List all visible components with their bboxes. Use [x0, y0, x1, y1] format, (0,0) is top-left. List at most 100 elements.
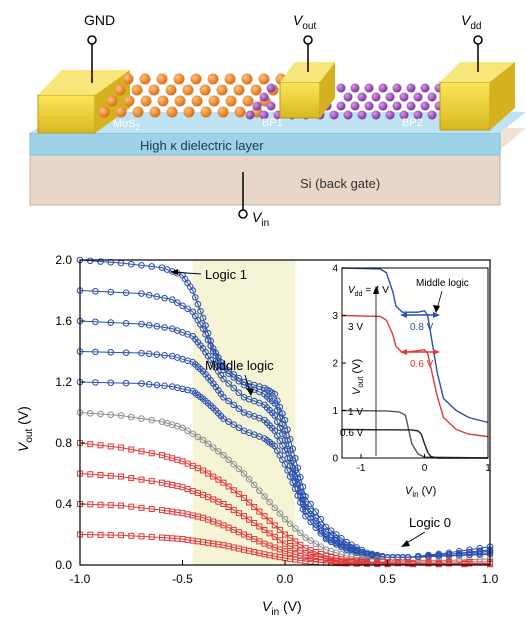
mos2-atom — [225, 95, 237, 107]
bp-atom — [399, 92, 409, 102]
data-point — [235, 465, 243, 473]
data-point — [128, 503, 135, 510]
data-point — [282, 531, 288, 538]
data-point — [184, 305, 191, 313]
mos2-atom — [182, 84, 194, 96]
data-point — [87, 501, 94, 508]
mos2-atom — [132, 106, 144, 118]
data-point — [153, 351, 161, 358]
data-point — [445, 552, 453, 560]
data-point — [153, 323, 161, 330]
data-point — [118, 473, 124, 480]
data-point — [118, 444, 124, 451]
data-point — [297, 541, 304, 548]
data-point — [87, 441, 94, 448]
mos2-atom — [140, 95, 152, 107]
mos2-atom — [250, 84, 262, 96]
data-point — [204, 440, 212, 448]
mos2-atom — [233, 84, 245, 96]
mos2-atom — [224, 73, 236, 85]
si-substrate — [29, 149, 501, 206]
mos2-atom — [208, 95, 220, 107]
data-point — [256, 508, 263, 515]
data-point — [117, 412, 125, 419]
data-point — [179, 424, 186, 432]
data-point — [230, 384, 238, 392]
data-point — [145, 380, 153, 388]
inset-3v-label: 3 V — [348, 322, 363, 333]
bp-atom — [357, 92, 367, 102]
mos2-atom — [123, 95, 135, 107]
data-point — [225, 397, 232, 405]
data-point — [235, 377, 243, 385]
data-point — [138, 415, 145, 422]
middle-logic-label: Middle logic — [205, 358, 274, 373]
data-point — [246, 516, 253, 523]
bp-atom — [392, 83, 402, 93]
inset-series-line — [341, 314, 489, 438]
data-point — [220, 501, 227, 507]
data-point — [215, 448, 222, 455]
data-point — [138, 476, 145, 483]
mos2-atom-lattice — [98, 73, 287, 118]
data-point — [271, 504, 279, 512]
data-point — [294, 492, 302, 499]
dielectric-layer — [29, 132, 501, 156]
y-tick-label: 2 — [332, 359, 338, 370]
mos2-atom — [174, 95, 186, 107]
x-tick-label: 0.5 — [379, 572, 396, 586]
data-point — [189, 287, 197, 294]
data-point — [97, 501, 104, 508]
data-point — [215, 476, 222, 483]
x-tick-label: 1 — [485, 463, 491, 474]
data-point — [274, 406, 281, 414]
data-point — [148, 505, 155, 512]
bp-atom — [245, 110, 255, 120]
main-x-axis-label: Vin (V) — [262, 598, 302, 618]
data-point — [312, 524, 320, 531]
data-point — [220, 479, 227, 486]
data-point — [192, 294, 199, 301]
bp-atom — [385, 92, 395, 102]
data-point — [161, 324, 168, 331]
mos2-atom — [166, 106, 178, 118]
logic-0-label: Logic 0 — [409, 515, 451, 530]
y-tick-label: 0 — [332, 454, 338, 465]
data-point — [184, 427, 191, 435]
data-point — [128, 475, 135, 482]
data-point — [317, 530, 325, 537]
series-line — [79, 381, 491, 558]
data-point — [127, 260, 135, 268]
data-point — [230, 461, 238, 468]
bp-atom — [413, 110, 423, 120]
mos2-atom — [122, 73, 134, 85]
bp-atom — [420, 101, 430, 111]
data-point — [209, 444, 217, 451]
data-point — [235, 389, 243, 396]
data-point — [297, 499, 304, 506]
data-point — [230, 421, 238, 429]
data-point — [86, 257, 94, 265]
main-series-4 — [76, 378, 494, 561]
data-point — [261, 513, 268, 520]
data-point — [225, 456, 232, 464]
data-point — [476, 551, 484, 559]
data-point — [92, 348, 99, 356]
data-point — [86, 409, 94, 417]
data-point — [220, 393, 227, 401]
data-point — [286, 520, 294, 528]
data-point — [168, 296, 176, 303]
data-point — [225, 380, 232, 387]
data-point — [199, 325, 207, 332]
data-point — [276, 526, 283, 533]
data-point — [250, 481, 258, 489]
data-point — [148, 478, 155, 485]
bp-atom — [343, 92, 353, 102]
data-point — [107, 472, 114, 479]
mos2-atom — [207, 73, 219, 85]
data-point — [204, 336, 212, 344]
data-point — [148, 450, 155, 457]
series-line — [79, 442, 490, 563]
data-point — [374, 561, 381, 568]
data-point — [220, 451, 227, 459]
